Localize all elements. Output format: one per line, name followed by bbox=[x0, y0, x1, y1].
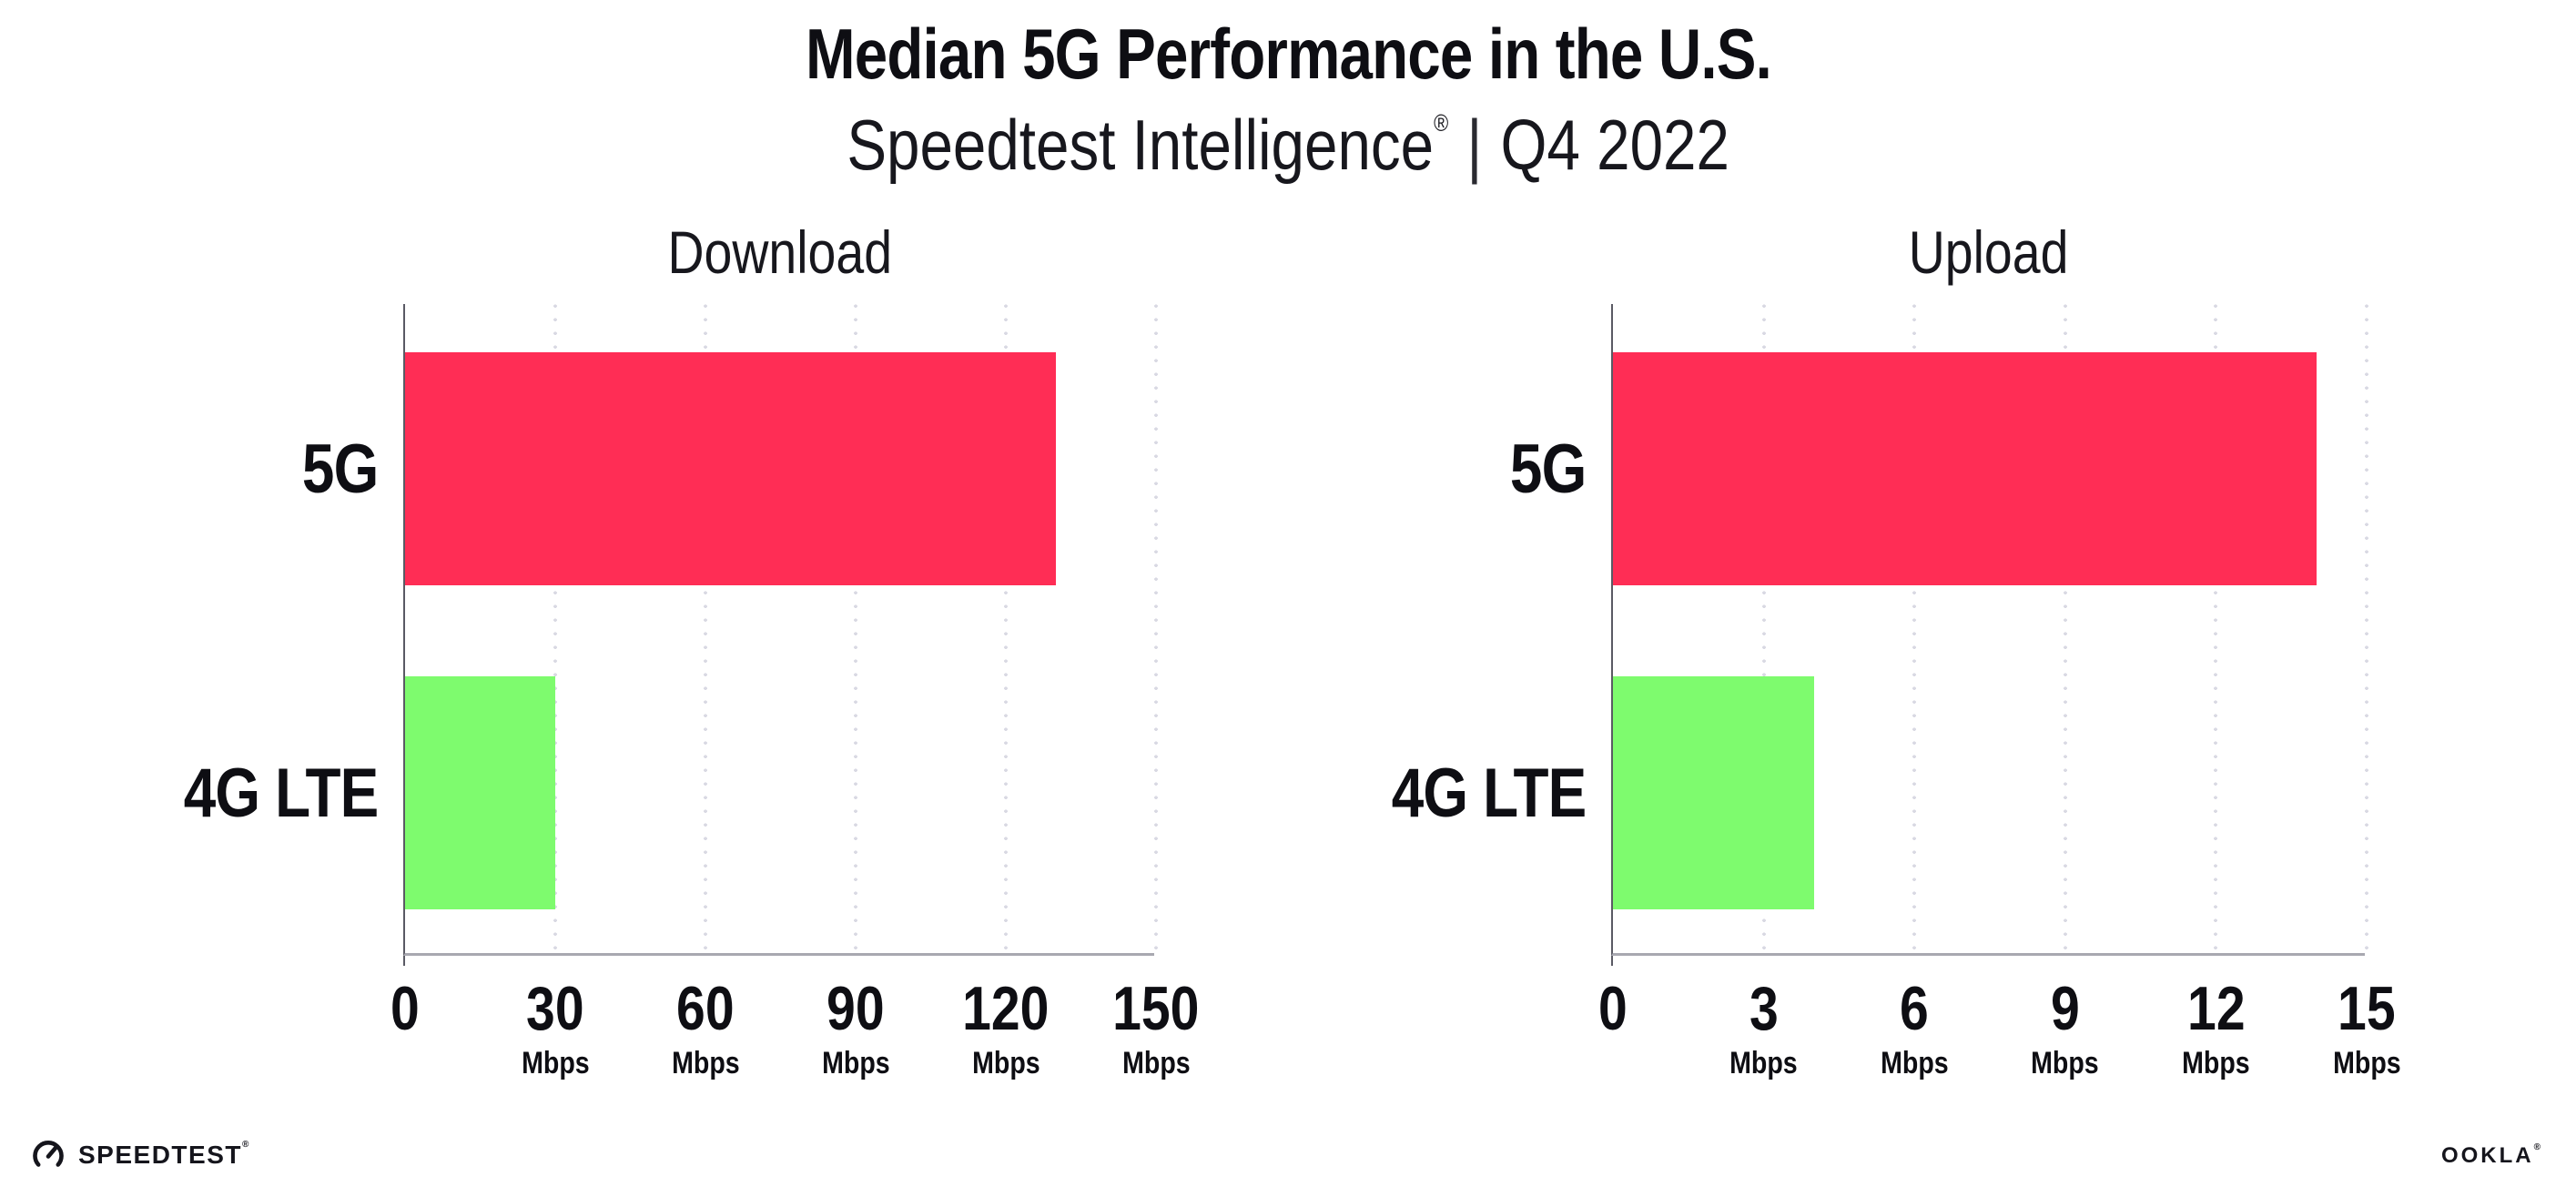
gridline-12 bbox=[2214, 304, 2218, 953]
x-tick-unit: Mbps bbox=[2031, 1046, 2100, 1080]
gridline-60 bbox=[704, 304, 707, 953]
speedtest-gauge-icon bbox=[33, 1141, 64, 1167]
x-tick-12: 12 Mbps bbox=[2097, 978, 2334, 1079]
x-tick-number: 150 bbox=[1112, 974, 1200, 1043]
category-label-4g-lte: 4G LTE bbox=[183, 754, 379, 832]
x-tick-number: 9 bbox=[2050, 974, 2080, 1043]
gridline-9 bbox=[2063, 304, 2067, 953]
x-tick-number: 0 bbox=[1598, 974, 1628, 1043]
x-tick-6: 6 Mbps bbox=[1796, 978, 2033, 1079]
subtitle-period: Q4 2022 bbox=[1500, 105, 1729, 185]
gridline-3 bbox=[1761, 304, 1766, 953]
bar-5g-upload bbox=[1613, 352, 2317, 585]
ookla-wordmark: OOKLA bbox=[2440, 1143, 2534, 1168]
registered-mark: ® bbox=[1433, 109, 1449, 137]
chart-title-upload: Upload bbox=[1909, 218, 2069, 286]
upload-chart: Upload 5G 4G LTE 0 3 Mbps 6 Mbps 9 Mbps 12 Mbps 15 M… bbox=[1391, 222, 2400, 1079]
x-tick-9: 9 Mbps bbox=[1947, 978, 2184, 1079]
speedtest-logo: SPEEDTEST® bbox=[29, 1136, 250, 1174]
gridline-30 bbox=[553, 304, 557, 953]
x-tick-number: 15 bbox=[2338, 974, 2396, 1043]
x-tick-unit: Mbps bbox=[2182, 1046, 2250, 1080]
x-tick-150: 150 Mbps bbox=[1038, 978, 1274, 1079]
x-tick-unit: Mbps bbox=[821, 1046, 890, 1080]
x-tick-number: 12 bbox=[2186, 974, 2246, 1043]
x-tick-90: 90 Mbps bbox=[737, 978, 974, 1079]
gridline-6 bbox=[1912, 304, 1917, 953]
gridline-90 bbox=[854, 304, 857, 953]
category-label-4g-lte: 4G LTE bbox=[1391, 754, 1587, 832]
gridline-120 bbox=[1004, 304, 1008, 953]
bar-4g-lte-upload bbox=[1613, 676, 1814, 909]
speedtest-registered-mark: ® bbox=[241, 1140, 250, 1150]
download-chart: Download 5G 4G LTE 0 30 Mbps 60 Mbps 90 Mbps 120 M… bbox=[183, 222, 1199, 1079]
x-tick-number: 0 bbox=[390, 974, 420, 1043]
x-tick-unit: Mbps bbox=[971, 1046, 1040, 1080]
x-tick-unit: Mbps bbox=[1729, 1046, 1798, 1080]
page-header: Median 5G Performance in the U.S. Speedt… bbox=[0, 0, 2576, 180]
x-tick-3: 3 Mbps bbox=[1646, 978, 1882, 1079]
page-title: Median 5G Performance in the U.S. bbox=[805, 14, 1772, 94]
x-tick-unit: Mbps bbox=[521, 1046, 590, 1080]
subtitle-brand: Speedtest Intelligence bbox=[847, 105, 1434, 185]
category-label-5g: 5G bbox=[1509, 430, 1587, 508]
x-tick-unit: Mbps bbox=[1880, 1046, 1949, 1080]
x-tick-unit: Mbps bbox=[2332, 1046, 2401, 1080]
chart-title-download: Download bbox=[667, 218, 892, 286]
x-tick-number: 90 bbox=[827, 974, 885, 1043]
x-tick-number: 120 bbox=[962, 974, 1050, 1043]
x-tick-120: 120 Mbps bbox=[887, 978, 1124, 1079]
bar-4g-lte-download bbox=[405, 676, 555, 909]
page-subtitle: Speedtest Intelligence® | Q4 2022 bbox=[0, 109, 2576, 180]
subtitle-separator: | bbox=[1466, 105, 1483, 185]
x-tick-unit: Mbps bbox=[1121, 1046, 1191, 1080]
ookla-logo: OOKLA® bbox=[2441, 1143, 2543, 1169]
x-tick-0: 0 bbox=[1495, 978, 1731, 1040]
x-tick-number: 3 bbox=[1749, 974, 1779, 1043]
x-tick-number: 30 bbox=[526, 974, 584, 1043]
gridline-150 bbox=[1154, 304, 1158, 953]
bar-5g-download bbox=[405, 352, 1056, 585]
speedtest-wordmark: SPEEDTEST® bbox=[78, 1140, 250, 1170]
x-tick-number: 60 bbox=[676, 974, 735, 1043]
x-tick-unit: Mbps bbox=[671, 1046, 740, 1080]
x-tick-15: 15 Mbps bbox=[2248, 978, 2485, 1079]
x-tick-30: 30 Mbps bbox=[437, 978, 674, 1079]
x-tick-0: 0 bbox=[287, 978, 523, 1040]
category-label-5g: 5G bbox=[301, 430, 379, 508]
ookla-registered-mark: ® bbox=[2533, 1142, 2543, 1152]
x-tick-60: 60 Mbps bbox=[587, 978, 824, 1079]
gridline-15 bbox=[2365, 304, 2368, 953]
x-tick-number: 6 bbox=[1900, 974, 1930, 1043]
